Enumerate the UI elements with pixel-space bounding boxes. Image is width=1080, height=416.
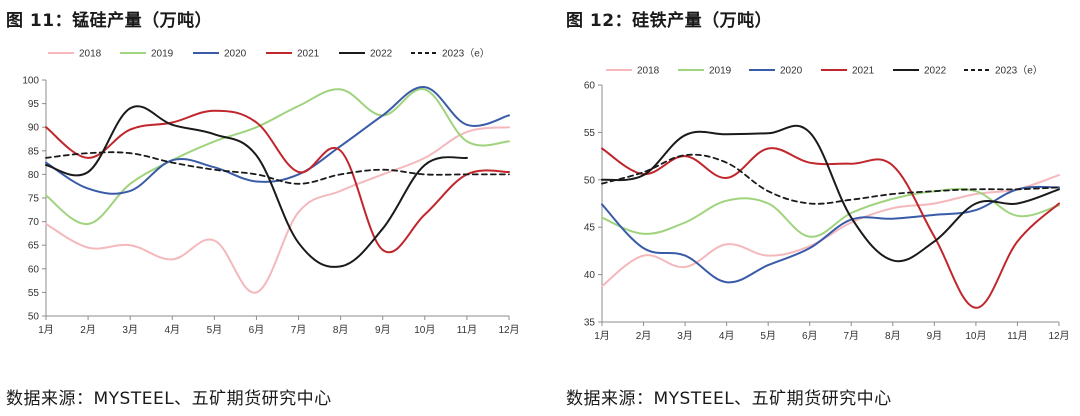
y-tick-label: 45 xyxy=(584,223,596,234)
x-tick-label: 2月 xyxy=(80,324,96,336)
series-line-2022 xyxy=(601,124,1060,263)
y-tick-label: 65 xyxy=(28,241,40,252)
y-tick-label: 90 xyxy=(28,123,40,134)
x-tick-label: 12月 xyxy=(498,324,519,336)
legend-label: 2018 xyxy=(637,66,660,77)
source-note: 数据来源：MYSTEEL、五矿期货研究中心 xyxy=(566,389,892,409)
y-tick-label: 50 xyxy=(584,175,596,186)
y-tick-label: 55 xyxy=(584,128,596,139)
x-tick-label: 3月 xyxy=(677,330,693,342)
legend-label: 2021 xyxy=(852,66,875,77)
legend-label: 2023（e） xyxy=(995,65,1043,77)
x-tick-label: 12月 xyxy=(1048,330,1069,342)
series-line-2018 xyxy=(601,174,1060,287)
series-line-2023e-estimate xyxy=(45,151,510,185)
figure-title: 图 12：硅铁产量（万吨） xyxy=(566,11,773,31)
x-tick-label: 3月 xyxy=(122,324,138,336)
legend-label: 2022 xyxy=(924,66,947,77)
x-tick-label: 5月 xyxy=(207,324,223,336)
y-tick-label: 50 xyxy=(28,312,40,323)
series-line-2021 xyxy=(601,147,1060,309)
series-line-2021 xyxy=(45,109,510,254)
y-tick-label: 55 xyxy=(28,288,40,299)
y-tick-label: 70 xyxy=(28,217,40,228)
series-line-2019 xyxy=(45,88,510,226)
legend-label: 2019 xyxy=(151,49,174,60)
y-tick-label: 80 xyxy=(28,170,40,181)
x-tick-label: 11月 xyxy=(457,324,477,336)
legend-label: 2019 xyxy=(709,66,732,77)
x-tick-label: 6月 xyxy=(249,324,265,336)
x-tick-label: 7月 xyxy=(843,330,859,342)
x-tick-label: 8月 xyxy=(885,330,901,342)
series-line-2023e-estimate xyxy=(601,153,1060,205)
y-tick-label: 40 xyxy=(584,270,596,281)
x-tick-label: 9月 xyxy=(375,324,391,336)
y-tick-label: 95 xyxy=(28,99,40,110)
chart-panel-fesi: 图 12：硅铁产量（万吨） 35 40 45 50 55 60 1月 2月 3月 4月 5月 6月 7月… xyxy=(560,0,1080,416)
x-tick-label: 1月 xyxy=(594,330,610,342)
series-line-2020 xyxy=(601,185,1060,284)
legend-label: 2023（e） xyxy=(442,48,490,60)
figure-title: 图 11：锰硅产量（万吨） xyxy=(6,11,213,31)
y-tick-label: 60 xyxy=(28,264,40,275)
chart-fesi-production: 35 40 45 50 55 60 1月 2月 3月 4月 5月 6月 7月 8月 9月 10月 11月 12月 2… xyxy=(584,65,1070,343)
chart-mnsi-production: 50 55 60 65 70 75 80 85 90 95 100 1月 2月 3月 4月 5月 6月 7月 8月 9… xyxy=(22,48,519,337)
x-tick-label: 1月 xyxy=(38,324,54,336)
chart-panel-mnsi: 图 11：锰硅产量（万吨） 50 55 60 65 70 75 80 85 90 95 100 1月 2… xyxy=(6,11,520,409)
x-tick-label: 9月 xyxy=(927,330,943,342)
legend-label: 2020 xyxy=(224,49,247,60)
x-tick-label: 4月 xyxy=(719,330,735,342)
x-tick-label: 6月 xyxy=(802,330,818,342)
source-note: 数据来源：MYSTEEL、五矿期货研究中心 xyxy=(6,389,332,409)
y-tick-label: 35 xyxy=(584,318,596,329)
y-tick-label: 100 xyxy=(22,76,39,87)
legend-label: 2021 xyxy=(297,49,320,60)
legend-label: 2022 xyxy=(370,49,393,60)
x-tick-label: 11月 xyxy=(1007,330,1027,342)
y-tick-label: 75 xyxy=(28,194,40,205)
series-line-2018 xyxy=(45,126,510,294)
series-line-2022 xyxy=(45,105,468,268)
x-tick-label: 2月 xyxy=(636,330,652,342)
legend-label: 2018 xyxy=(79,49,102,60)
x-tick-label: 10月 xyxy=(414,324,435,336)
x-tick-label: 8月 xyxy=(333,324,349,336)
y-tick-label: 60 xyxy=(584,81,596,92)
x-tick-label: 7月 xyxy=(291,324,307,336)
x-tick-label: 10月 xyxy=(965,330,986,342)
x-tick-label: 4月 xyxy=(164,324,180,336)
y-tick-label: 85 xyxy=(28,146,40,157)
series-line-2019 xyxy=(601,187,1060,238)
x-tick-label: 5月 xyxy=(760,330,776,342)
legend-label: 2020 xyxy=(780,66,803,77)
